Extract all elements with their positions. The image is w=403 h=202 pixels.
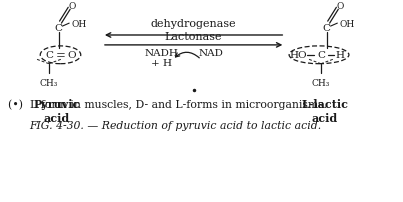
Text: C: C	[323, 23, 331, 32]
Text: CH₃: CH₃	[40, 79, 58, 88]
Text: O: O	[337, 2, 344, 11]
Text: H: H	[336, 51, 345, 60]
Text: + H: + H	[151, 59, 172, 68]
Text: (•)  L form in muscles, D- and L-forms in microorganisms.: (•) L form in muscles, D- and L-forms in…	[8, 99, 327, 109]
Text: Pyruvic
acid: Pyruvic acid	[33, 99, 80, 123]
Text: FIG. 4-30. — Reduction of pyruvic acid to lactic acid.: FIG. 4-30. — Reduction of pyruvic acid t…	[30, 121, 322, 130]
Text: dehydrogenase
Lactonase: dehydrogenase Lactonase	[151, 19, 237, 41]
Text: C: C	[317, 51, 325, 60]
Text: OH: OH	[71, 20, 86, 28]
Text: C: C	[45, 51, 53, 60]
Text: OH: OH	[339, 20, 355, 28]
Text: L-lactic
acid: L-lactic acid	[301, 99, 348, 123]
Text: O: O	[68, 51, 77, 60]
Text: O: O	[69, 2, 76, 11]
Text: HO: HO	[289, 51, 307, 60]
Text: NAD: NAD	[199, 49, 223, 58]
Text: NADH: NADH	[145, 49, 179, 58]
Text: C: C	[54, 23, 62, 32]
Text: =: =	[56, 49, 65, 62]
FancyArrowPatch shape	[175, 53, 199, 59]
Text: CH₃: CH₃	[312, 79, 330, 88]
